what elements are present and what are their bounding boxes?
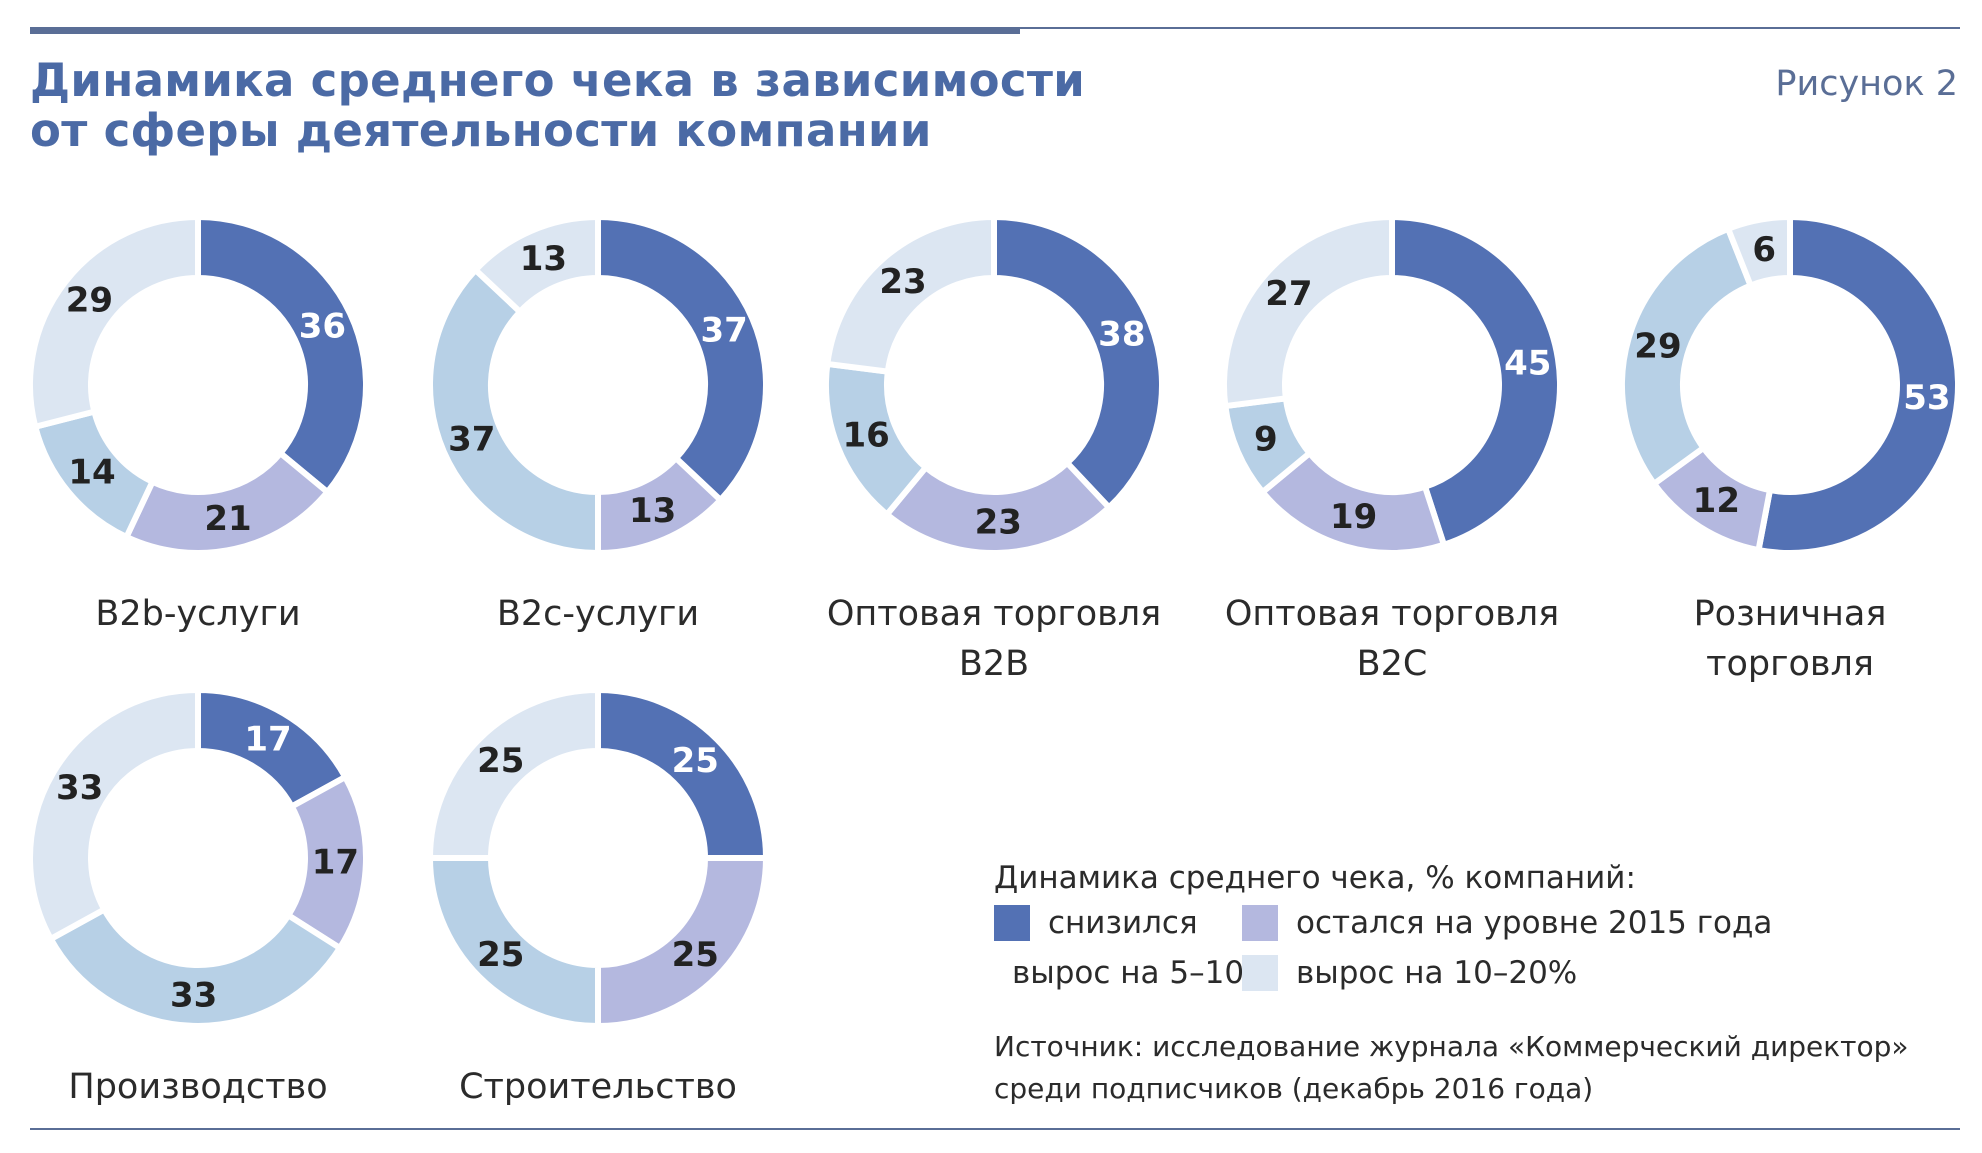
data-label-same: 17 [312, 842, 359, 882]
page-title: Динамика среднего чека в зависимости от … [30, 56, 1330, 156]
data-label-decreased: 53 [1903, 378, 1950, 418]
donut-chart: 36 21 14 29 B2b-услуги [27, 213, 369, 634]
data-label-grew-5-10: 14 [68, 453, 115, 493]
legend-swatch-decreased [994, 905, 1030, 941]
figure-label: Рисунок 2 [1775, 64, 1958, 104]
legend-label-decreased: снизился [1048, 905, 1198, 941]
legend: Динамика среднего чека, % компаний: сниз… [994, 858, 1974, 998]
legend-label-grew-5-10: вырос на 5–10% [1012, 955, 1274, 991]
donut-title: B2c-услуги [497, 594, 699, 634]
legend-label-same: остался на уровне 2015 года [1296, 905, 1773, 941]
source-line-1: Источник: исследование журнала «Коммерче… [994, 1030, 1909, 1063]
data-label-same: 19 [1330, 497, 1377, 537]
donut-segment-decreased [195, 213, 369, 497]
legend-swatch-grew-10-20 [1242, 955, 1278, 991]
data-label-grew-5-10: 33 [170, 975, 217, 1015]
donut-segment-decreased [595, 213, 769, 505]
data-label-same: 21 [204, 499, 251, 539]
donut-segment-grew-10-20 [27, 686, 201, 944]
donut-title: B2B [959, 644, 1029, 684]
donut-title: B2C [1357, 644, 1428, 684]
legend-label-grew-10-20: вырос на 10–20% [1296, 955, 1578, 991]
legend-item-grew-10-20: вырос на 10–20% [1242, 955, 1577, 991]
data-label-decreased: 17 [244, 720, 291, 760]
donut-segment-decreased [595, 686, 770, 861]
legend-swatch-same [1242, 905, 1278, 941]
data-label-grew-10-20: 27 [1265, 274, 1312, 314]
donut-segment-grew-5-10 [46, 905, 344, 1029]
data-label-grew-10-20: 25 [477, 741, 524, 781]
data-label-grew-5-10: 9 [1254, 420, 1278, 460]
donut-title: Розничная [1694, 594, 1887, 634]
source-line-2: среди подписчиков (декабрь 2016 года) [994, 1072, 1594, 1105]
bottom-rule [30, 1128, 1960, 1130]
donut-title: торговля [1706, 644, 1874, 684]
donut-segment-grew-10-20 [1220, 213, 1395, 410]
data-label-grew-10-20: 33 [56, 768, 103, 808]
donut-chart: 37 13 37 13 B2c-услуги [427, 213, 769, 634]
donut-title: Производство [68, 1067, 327, 1107]
donut-segment-grew-5-10 [427, 265, 601, 557]
data-label-same: 23 [975, 502, 1022, 542]
legend-item-decreased: снизился [994, 905, 1242, 941]
donut-segment-decreased [1755, 213, 1961, 556]
donut-segment-grew-10-20 [471, 213, 601, 316]
donut-chart: 25 25 25 25 Строительство [426, 686, 770, 1107]
data-label-grew-5-10: 25 [477, 935, 524, 975]
donut-chart: 53 12 29 6 Розничная торговля [1619, 213, 1961, 684]
donut-chart: 38 23 16 23 Оптовая торговля B2B [823, 213, 1165, 684]
donut-segment-decreased [991, 213, 1165, 512]
data-label-decreased: 25 [672, 741, 719, 781]
data-label-grew-10-20: 23 [879, 262, 926, 302]
donut-chart: 45 19 9 27 Оптовая торговля B2C [1220, 213, 1563, 684]
donut-segment-grew-5-10 [426, 855, 601, 1030]
donut-segment-grew-10-20 [27, 213, 201, 431]
donut-segment-grew-5-10 [1619, 224, 1755, 488]
data-label-decreased: 38 [1098, 314, 1145, 354]
donut-segment-decreased [1389, 213, 1563, 549]
donut-segment-grew-10-20 [823, 213, 997, 375]
title-line-2: от сферы деятельности компании [30, 104, 932, 157]
data-label-decreased: 36 [299, 306, 346, 346]
donut-segment-grew-10-20 [426, 686, 601, 861]
legend-row: снизился остался на уровне 2015 года [994, 898, 1974, 948]
donut-segment-same [595, 855, 770, 1030]
legend-item-grew-5-10: вырос на 5–10% [994, 955, 1274, 991]
data-label-same: 13 [629, 491, 676, 531]
data-label-grew-5-10: 29 [1634, 327, 1681, 367]
donut-chart: 17 17 33 33 Производство [27, 686, 369, 1107]
legend-title: Динамика среднего чека, % компаний: [994, 860, 1636, 896]
donut-segment-grew-10-20 [1724, 213, 1793, 290]
donut-segment-same [882, 458, 1114, 556]
donut-title: B2b-услуги [95, 594, 300, 634]
data-label-decreased: 37 [701, 310, 748, 350]
data-label-grew-10-20: 13 [520, 239, 567, 279]
data-label-same: 25 [672, 935, 719, 975]
data-label-grew-10-20: 29 [66, 281, 113, 321]
data-label-grew-10-20: 6 [1752, 230, 1776, 270]
data-label-decreased: 45 [1504, 343, 1551, 383]
title-line-1: Динамика среднего чека в зависимости [30, 54, 1086, 107]
data-label-same: 12 [1693, 481, 1740, 521]
donut-title: Оптовая торговля [827, 594, 1161, 634]
data-label-grew-5-10: 16 [842, 416, 889, 456]
top-rule-accent [30, 27, 1020, 34]
source-note: Источник: исследование журнала «Коммерче… [994, 1026, 1974, 1110]
data-label-grew-5-10: 37 [448, 420, 495, 460]
donut-title: Строительство [459, 1067, 737, 1107]
legend-item-same: остался на уровне 2015 года [1242, 905, 1772, 941]
donut-title: Оптовая торговля [1225, 594, 1559, 634]
legend-row: вырос на 5–10% вырос на 10–20% [994, 948, 1974, 998]
